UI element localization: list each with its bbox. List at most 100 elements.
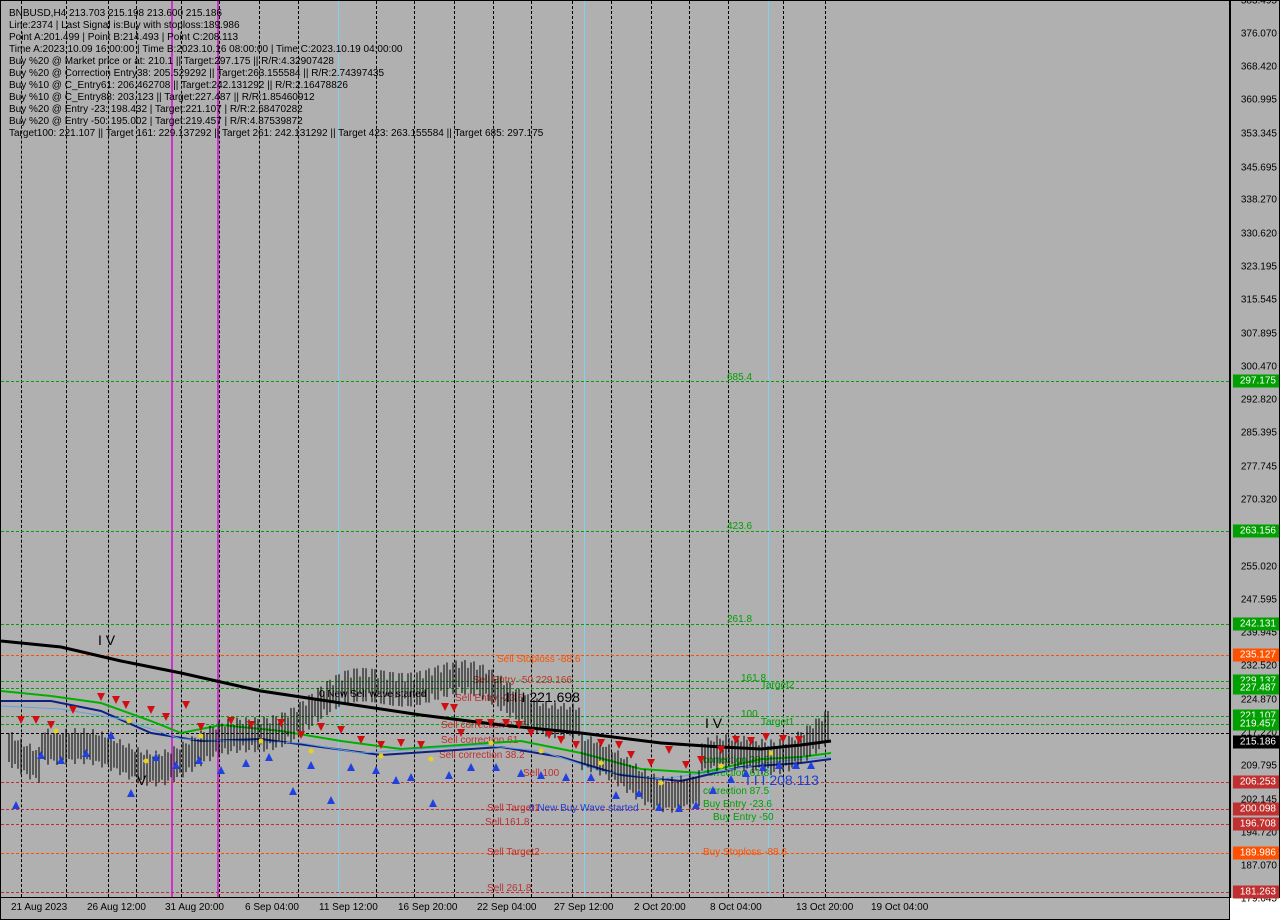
buy-arrow-icon: [82, 749, 90, 757]
y-tick-label: 247.595: [1241, 594, 1277, 605]
buy-arrow-icon: [12, 801, 20, 809]
y-tick-label: 330.620: [1241, 228, 1277, 239]
x-tick-label: 8 Oct 04:00: [710, 902, 762, 913]
sell-arrow-icon: [682, 761, 690, 769]
x-tick-label: 2 Oct 20:00: [634, 902, 686, 913]
buy-arrow-icon: [152, 753, 160, 761]
signal-dot-icon: [429, 757, 434, 762]
info-line: Buy %10 @ C_Entry61: 206.462708 || Targe…: [9, 80, 348, 91]
y-tick-label: 376.070: [1241, 28, 1277, 39]
sell-arrow-icon: [147, 706, 155, 714]
info-line: Line:2374 | Last Signal is:Buy with stop…: [9, 20, 240, 31]
y-level-box: 200.098: [1233, 802, 1279, 815]
y-level-box: 206.253: [1233, 775, 1279, 788]
sell-arrow-icon: [197, 723, 205, 731]
sell-arrow-icon: [277, 719, 285, 727]
sell-arrow-icon: [502, 719, 510, 727]
y-tick-label: 224.870: [1241, 694, 1277, 705]
level-label: V: [137, 772, 146, 788]
sell-arrow-icon: [417, 741, 425, 749]
info-line: Point A:201.499 | Point B:214.493 | Poin…: [9, 32, 238, 43]
buy-arrow-icon: [307, 761, 315, 769]
level-label: Buy Entry -23.6: [703, 799, 772, 810]
buy-arrow-icon: [807, 761, 815, 769]
buy-arrow-icon: [792, 761, 800, 769]
sell-arrow-icon: [779, 735, 787, 743]
level-label: Buy Stoploss -88.6: [703, 847, 787, 858]
sell-arrow-icon: [665, 746, 673, 754]
buy-arrow-icon: [727, 775, 735, 783]
sell-arrow-icon: [457, 729, 465, 737]
y-tick-label: 353.345: [1241, 128, 1277, 139]
y-level-box: 219.457: [1233, 717, 1279, 730]
sell-arrow-icon: [112, 696, 120, 704]
level-label: I I I 208.113: [746, 772, 819, 788]
level-label: 261.8: [727, 614, 752, 625]
sell-arrow-icon: [337, 726, 345, 734]
signal-dot-icon: [719, 764, 724, 769]
buy-arrow-icon: [217, 766, 225, 774]
horizontal-level-line: [1, 688, 1229, 689]
y-tick-label: 255.020: [1241, 561, 1277, 572]
buy-arrow-icon: [372, 766, 380, 774]
sell-arrow-icon: [487, 719, 495, 727]
sell-arrow-icon: [747, 737, 755, 745]
sell-arrow-icon: [122, 701, 130, 709]
sell-arrow-icon: [317, 723, 325, 731]
horizontal-level-line: [1, 531, 1229, 532]
info-line: Buy %10 @ C_Entry88: 203.123 || Target:2…: [9, 92, 315, 103]
level-label: 0 New Sell wave started: [319, 689, 426, 700]
vertical-gridline: [572, 1, 573, 897]
sell-arrow-icon: [627, 751, 635, 759]
level-label: Sell correction 87.5: [441, 720, 527, 731]
buy-arrow-icon: [587, 773, 595, 781]
buy-arrow-icon: [195, 756, 203, 764]
buy-arrow-icon: [517, 769, 525, 777]
y-level-box: 196.708: [1233, 817, 1279, 830]
horizontal-level-line: [1, 733, 1229, 734]
y-tick-label: 345.695: [1241, 162, 1277, 173]
horizontal-level-line: [1, 892, 1229, 893]
buy-arrow-icon: [429, 799, 437, 807]
buy-arrow-icon: [635, 789, 643, 797]
buy-arrow-icon: [107, 731, 115, 739]
sell-arrow-icon: [762, 733, 770, 741]
sell-arrow-icon: [377, 741, 385, 749]
vertical-gridline: [611, 1, 612, 897]
level-label: I I I 221.698: [506, 689, 580, 705]
signal-dot-icon: [259, 739, 264, 744]
y-level-box: 189.986: [1233, 847, 1279, 860]
buy-arrow-icon: [492, 763, 500, 771]
info-line: Buy %20 @ Entry -23: 198.432 | Target:22…: [9, 104, 303, 115]
buy-arrow-icon: [562, 773, 570, 781]
level-label: 0 New Buy Wave started: [529, 803, 639, 814]
x-tick-label: 11 Sep 12:00: [319, 902, 378, 913]
level-label: Sell Entry -50 229.166: [473, 675, 572, 686]
horizontal-level-line: [1, 782, 1229, 783]
y-level-box: 297.175: [1233, 375, 1279, 388]
sell-arrow-icon: [297, 731, 305, 739]
y-tick-label: 270.320: [1241, 494, 1277, 505]
vertical-gridline: [783, 1, 784, 897]
y-level-box: 181.263: [1233, 885, 1279, 898]
sell-arrow-icon: [732, 736, 740, 744]
buy-arrow-icon: [392, 776, 400, 784]
sell-arrow-icon: [357, 736, 365, 744]
sell-arrow-icon: [597, 739, 605, 747]
y-tick-label: 232.520: [1241, 661, 1277, 672]
horizontal-level-line: [1, 716, 1229, 717]
buy-arrow-icon: [172, 761, 180, 769]
buy-arrow-icon: [612, 791, 620, 799]
chart-plot-area[interactable]: BNBUSD,H4 213.703 215.198 213.600 215.18…: [0, 0, 1230, 898]
x-tick-label: 31 Aug 20:00: [165, 902, 224, 913]
buy-arrow-icon: [709, 786, 717, 794]
y-tick-label: 277.745: [1241, 461, 1277, 472]
info-line: Buy %20 @ Market price or at: 210.1 || T…: [9, 56, 334, 67]
signal-dot-icon: [599, 761, 604, 766]
y-tick-label: 292.820: [1241, 395, 1277, 406]
vertical-gridline: [584, 1, 585, 897]
chart-container: BNBUSD,H4 213.703 215.198 213.600 215.18…: [0, 0, 1280, 920]
info-line: Buy %20 @ Entry -50: 195.002 | Target:21…: [9, 116, 303, 127]
sell-arrow-icon: [97, 693, 105, 701]
buy-arrow-icon: [407, 773, 415, 781]
